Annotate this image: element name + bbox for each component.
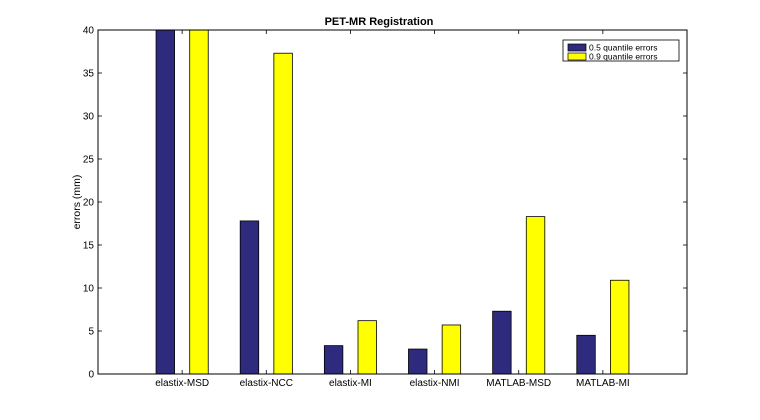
y-tick-label: 30 [83, 112, 95, 123]
legend-label: 0.9 quantile errors [589, 52, 658, 62]
y-axis-label: errors (mm) [71, 175, 83, 230]
legend-swatch [567, 43, 587, 52]
bar-q90-elastix-ncc [273, 52, 293, 375]
bar-q90-elastix-nmi [441, 324, 462, 375]
legend-label: 0.5 quantile errors [589, 43, 658, 53]
y-tick-label: 20 [83, 198, 95, 209]
x-tick-label: elastix-MSD [155, 378, 209, 389]
bar-q90-elastix-msd [189, 29, 209, 375]
x-tick-label: elastix-MI [329, 378, 372, 389]
bar-q90-matlab-msd [525, 216, 546, 375]
y-axis-ticks: 0 5 10 15 20 25 30 35 40 [83, 26, 687, 381]
bar-q50-matlab-mi [576, 334, 596, 375]
plot-frame [97, 29, 688, 375]
legend-swatch [567, 52, 587, 61]
y-tick-label: 10 [83, 284, 95, 295]
x-tick-label: elastix-NCC [240, 378, 293, 389]
bar-q50-elastix-nmi [408, 348, 428, 375]
y-tick-label: 15 [83, 241, 95, 252]
y-tick-label: 25 [83, 155, 95, 166]
y-tick-label: 35 [83, 69, 95, 80]
x-axis-ticks: elastix-MSD elastix-NCC elastix-MI elastix-… [155, 30, 630, 389]
bar-q50-elastix-mi [323, 345, 344, 375]
bar-q90-elastix-mi [357, 320, 377, 375]
y-tick-label: 40 [83, 26, 95, 37]
bars [155, 29, 630, 375]
y-tick-label: 5 [88, 327, 94, 338]
bar-q50-elastix-msd [155, 29, 175, 375]
bar-q50-elastix-ncc [239, 220, 260, 375]
y-tick-label: 0 [88, 370, 94, 381]
x-tick-label: MATLAB-MI [576, 378, 630, 389]
bar-q90-matlab-mi [610, 279, 630, 375]
chart-title: PET-MR Registration [325, 16, 434, 28]
x-tick-label: MATLAB-MSD [486, 378, 551, 389]
x-tick-label: elastix-NMI [410, 378, 460, 389]
bar-q50-matlab-msd [492, 310, 512, 375]
legend-box [562, 39, 680, 62]
